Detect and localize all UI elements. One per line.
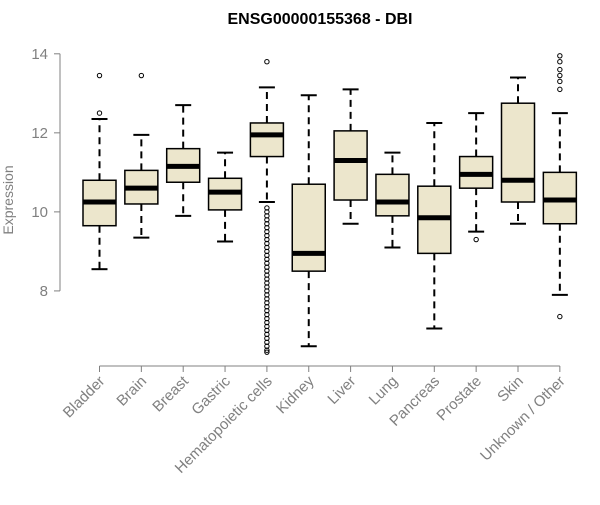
outlier-point: [557, 78, 563, 85]
y-tick-label: 12: [31, 125, 48, 142]
x-tick-label: Kidney: [273, 372, 318, 417]
outlier-point: [473, 236, 479, 243]
y-tick-label: 10: [31, 204, 48, 221]
outlier-point: [96, 72, 103, 79]
x-tick-label: Skin: [494, 373, 527, 406]
boxes-group: [82, 53, 578, 355]
x-tick-label: Prostate: [433, 373, 485, 425]
box-pancreas: [417, 121, 452, 330]
box-lung: [375, 151, 410, 249]
y-tick-label: 8: [40, 283, 48, 300]
iqr-box: [249, 122, 285, 158]
x-tick-label: Lung: [366, 373, 402, 409]
box-kidney: [291, 94, 326, 348]
box-gastric: [207, 151, 243, 243]
outlier-point: [557, 313, 563, 320]
outlier-point: [557, 59, 563, 65]
outlier-point: [557, 66, 563, 73]
y-tick-label: 14: [31, 46, 48, 63]
outlier-point: [264, 59, 270, 65]
box-breast: [165, 104, 201, 217]
iqr-box: [375, 173, 410, 217]
outlier-point: [138, 72, 145, 79]
chart-title: ENSG00000155368 - DBI: [228, 11, 413, 28]
iqr-box: [500, 102, 536, 203]
outlier-point: [96, 110, 103, 116]
outlier-point: [557, 53, 563, 59]
box-unknown-other: [542, 53, 578, 320]
box-skin: [500, 76, 536, 225]
box-prostate: [458, 112, 494, 243]
outlier-point: [264, 349, 270, 355]
outlier-point: [557, 86, 563, 93]
x-tick-label: Liver: [324, 373, 359, 408]
outlier-point: [264, 347, 270, 353]
x-tick-label: Bladder: [60, 373, 109, 422]
y-axis-label: Expression: [0, 165, 16, 234]
x-tick-label: Breast: [149, 372, 192, 415]
iqr-box: [333, 130, 368, 201]
x-tick-label: Brain: [113, 373, 150, 410]
box-liver: [333, 88, 368, 225]
iqr-box: [291, 183, 326, 272]
box-hematopoietic-cells: [249, 59, 285, 355]
box-bladder: [82, 72, 117, 271]
box-brain: [124, 72, 159, 239]
outlier-point: [557, 72, 563, 79]
y-axis: 8 10 12 14: [31, 46, 61, 300]
